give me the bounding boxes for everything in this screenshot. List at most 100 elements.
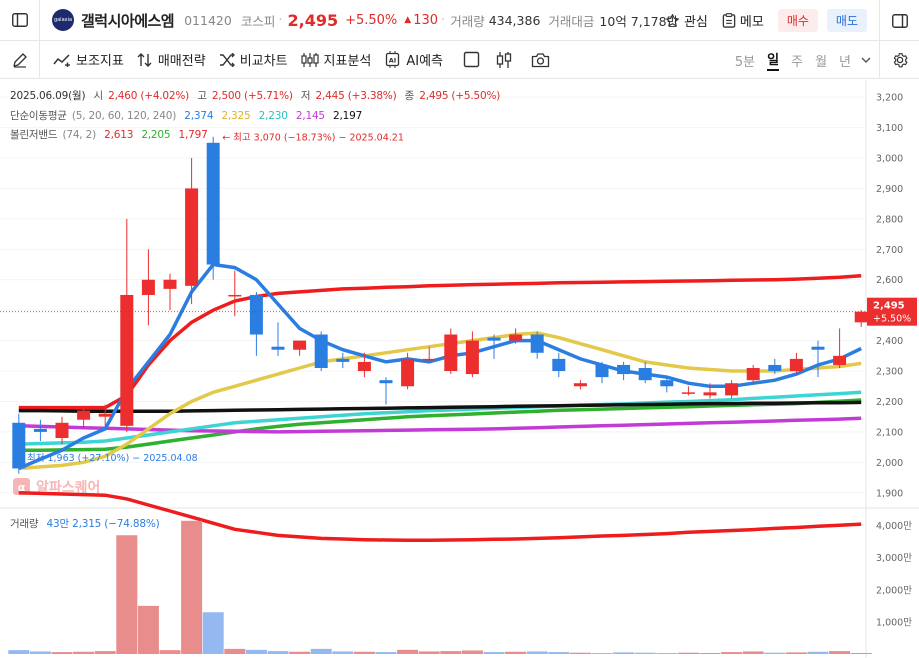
stock-code: 011420 xyxy=(184,12,232,28)
volume-bar xyxy=(829,651,851,654)
ai-prediction-button[interactable]: AI AI예측 xyxy=(384,50,443,69)
price-tick-label: 2,400 xyxy=(876,336,903,347)
legend-high-label: 고 xyxy=(197,90,207,102)
watermark-logo-icon xyxy=(13,478,30,495)
ma60-value: 2,230 xyxy=(258,110,288,122)
square-icon xyxy=(463,51,480,68)
legend-high: 2,500 (+5.71%) xyxy=(211,90,293,102)
star-icon xyxy=(665,14,679,27)
candle-body xyxy=(617,364,631,375)
volume-bar xyxy=(8,650,30,654)
bollinger-legend: 볼린저밴드 (74, 2) 2,613 2,205 1,797 xyxy=(10,127,213,142)
candle-body xyxy=(854,311,868,323)
volume-bar xyxy=(375,652,397,654)
candle-body xyxy=(703,392,717,396)
candles-icon xyxy=(300,52,319,67)
ma240-line xyxy=(18,400,862,413)
chart-toolbar: 보조지표 매매전략 비교차트 지표분석 AI AI예측 5분 일 주 월 년 xyxy=(0,40,919,79)
volume-tick-label: 4,000만 xyxy=(876,521,912,532)
candle-body xyxy=(249,294,263,335)
period-5min[interactable]: 5분 xyxy=(734,54,756,70)
volume-bar xyxy=(94,651,116,654)
candle-body xyxy=(444,334,458,372)
candle-body xyxy=(228,294,242,297)
indicators-button[interactable]: 보조지표 xyxy=(53,50,124,69)
volume-bar xyxy=(850,653,872,654)
watermark: α 알파스퀘어 xyxy=(13,478,100,496)
candle-body xyxy=(141,279,155,295)
volume-bar xyxy=(742,651,764,654)
layout-button[interactable] xyxy=(463,51,480,68)
legend-low-label: 저 xyxy=(300,90,311,102)
chevron-down-icon[interactable] xyxy=(861,57,871,63)
right-panel-toggle-button[interactable] xyxy=(879,0,919,41)
bollinger-upper-line xyxy=(18,274,862,410)
indicator-analysis-button[interactable]: 지표분석 xyxy=(300,50,371,69)
candle-body xyxy=(746,368,760,381)
volume-bar xyxy=(181,520,203,654)
candle-body xyxy=(12,422,26,469)
legend-date: 2025.06.09(월) xyxy=(10,90,86,102)
trade-amount-value: 10억 7,178만 xyxy=(599,13,679,29)
price-tick-label: 3,000 xyxy=(876,154,903,165)
memo-button[interactable]: 메모 xyxy=(722,11,764,30)
volume-bar xyxy=(397,649,419,654)
trade-amount-label: 거래대금 xyxy=(548,13,595,29)
compare-chart-button[interactable]: 비교차트 xyxy=(219,50,288,69)
period-year[interactable]: 년 xyxy=(839,54,851,70)
ma-legend: 단순이동평균 (5, 20, 60, 120, 240) 2,374 2,325… xyxy=(10,108,367,123)
separator-dot: · xyxy=(441,12,446,28)
legend-open-label: 시 xyxy=(93,90,104,102)
volume-bar xyxy=(224,648,246,654)
period-month[interactable]: 월 xyxy=(815,54,828,70)
strategy-button[interactable]: 매매전략 xyxy=(137,50,206,69)
change-percent: +5.50% xyxy=(345,12,398,28)
volume-value: 434,386 xyxy=(488,12,541,28)
chart-type-button[interactable] xyxy=(496,51,517,69)
sell-button[interactable]: 매도 xyxy=(826,9,867,32)
memo-icon xyxy=(722,13,736,28)
candle-body xyxy=(789,358,803,372)
ma120-line xyxy=(18,416,862,434)
up-arrow-icon: ▲ xyxy=(404,15,412,25)
candle-body xyxy=(487,337,501,341)
volume-bar xyxy=(418,651,440,654)
period-day[interactable]: 일 xyxy=(767,49,780,71)
svg-text:AI: AI xyxy=(389,56,396,64)
price-tick-label: 3,100 xyxy=(876,123,903,134)
sidebar-toggle-button[interactable] xyxy=(0,0,40,41)
candle-body xyxy=(120,294,134,426)
volume-legend-label: 거래량 xyxy=(10,518,39,530)
buy-button[interactable]: 매수 xyxy=(777,9,818,32)
watchlist-label: 관심 xyxy=(683,15,708,30)
panel-toggle-icon xyxy=(891,13,908,28)
current-price: 2,495 xyxy=(287,10,339,30)
drawing-tool-button[interactable] xyxy=(0,40,40,79)
candle-body xyxy=(336,358,350,362)
price-chart[interactable]: 3,200 3,100 3,000 2,900 2,800 2,700 2,600 2,500… xyxy=(0,80,919,658)
pen-icon xyxy=(12,52,27,68)
volume-bar xyxy=(51,652,73,654)
watchlist-button[interactable]: 관심 xyxy=(665,11,708,30)
candle-body xyxy=(552,358,566,372)
change-amount: 130 xyxy=(413,12,439,28)
price-tick-label: 2,700 xyxy=(876,245,903,256)
bb-legend-label: 볼린저밴드 xyxy=(10,129,58,141)
settings-button[interactable] xyxy=(879,41,919,79)
bb-upper-value: 2,613 xyxy=(104,129,134,141)
compare-chart-label: 비교차트 xyxy=(239,54,288,69)
watermark-text: 알파스퀘어 xyxy=(36,479,100,496)
min-price-arrow: ← xyxy=(16,453,24,464)
volume-bar xyxy=(353,651,375,654)
candle-body xyxy=(660,380,674,387)
min-price-label: 최저 1,963 (+27.10%) − 2025.04.08 xyxy=(27,453,198,464)
period-week[interactable]: 주 xyxy=(791,54,804,70)
volume-bar xyxy=(159,650,181,654)
candle-body xyxy=(422,358,436,361)
candle-body xyxy=(725,383,739,396)
last-price-tag xyxy=(867,297,917,326)
screenshot-button[interactable] xyxy=(531,52,555,68)
volume-bar xyxy=(634,652,656,654)
price-tick-label: 2,600 xyxy=(876,275,903,286)
volume-bar xyxy=(202,612,224,654)
